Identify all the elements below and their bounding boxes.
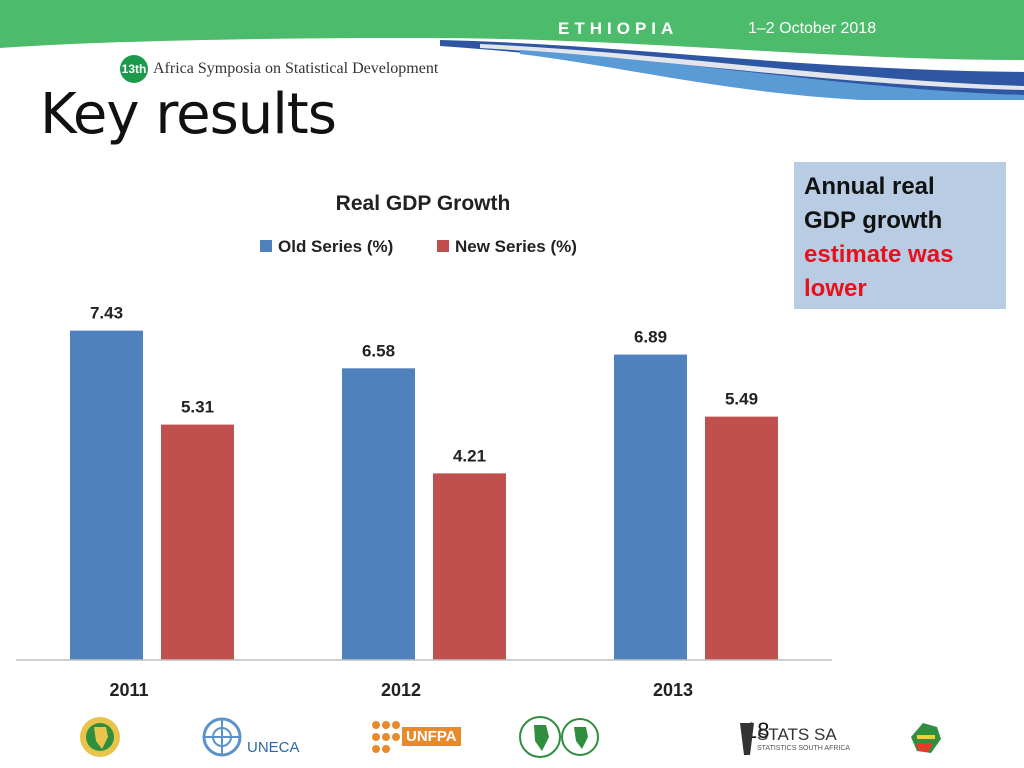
legend-label-old: Old Series (%) — [278, 237, 393, 256]
note-line-4: lower — [804, 275, 867, 302]
statssa-sub-label: STATISTICS SOUTH AFRICA — [757, 745, 851, 752]
bar-new-2013 — [705, 416, 778, 660]
x-labels-group: 2011 2012 2013 — [109, 680, 693, 700]
slide-title: Key results — [40, 82, 337, 147]
note-line-1: Annual real — [804, 173, 935, 200]
event-name: Africa Symposia on Statistical Developme… — [153, 60, 439, 77]
note-box: Annual real GDP growth estimate was lowe… — [794, 162, 1006, 309]
value-label-old-2012: 6.58 — [362, 341, 395, 360]
un-emblem-logo — [202, 717, 242, 757]
banner-country: ETHIOPIA — [558, 19, 679, 38]
bar-new-2012 — [433, 473, 506, 660]
bars-group: 7.43 5.31 6.58 4.21 6.89 5.49 — [70, 304, 778, 660]
african-union-logo — [80, 717, 120, 757]
gdp-chart: Real GDP Growth Old Series (%) New Serie… — [16, 192, 832, 700]
value-label-new-2011: 5.31 — [181, 398, 214, 417]
bar-new-2011 — [161, 424, 234, 660]
footer-logos: UNECA UNFPA STATS SA STATISTICS SOUTH AF… — [0, 705, 1024, 768]
bar-old-2011 — [70, 330, 143, 660]
note-line-2: GDP growth — [804, 207, 943, 234]
x-tick-label-2012: 2012 — [381, 680, 421, 700]
unfpa-label: UNFPA — [402, 727, 461, 746]
bar-old-2013 — [614, 354, 687, 660]
value-label-new-2013: 5.49 — [725, 390, 758, 409]
banner-dates: 1–2 October 2018 — [748, 20, 877, 37]
header-banner: ETHIOPIA 1–2 October 2018 13th Africa Sy… — [0, 0, 1024, 100]
legend-swatch-new — [437, 240, 449, 252]
x-tick-label-2013: 2013 — [653, 680, 693, 700]
value-label-new-2012: 4.21 — [453, 446, 486, 465]
note-line-3: estimate was — [804, 241, 954, 268]
afdb-logo — [519, 716, 561, 758]
ethiopia-map-logo — [911, 723, 941, 753]
statssa-emblem — [740, 723, 754, 755]
chart-title: Real GDP Growth — [336, 192, 511, 215]
undp-dots-logo — [372, 721, 400, 753]
event-badge: 13th — [120, 55, 148, 83]
uneca-label: UNECA — [247, 739, 300, 756]
value-label-old-2013: 6.89 — [634, 328, 667, 347]
x-tick-label-2011: 2011 — [109, 680, 148, 700]
value-label-old-2011: 7.43 — [90, 304, 123, 323]
banner-graphic — [0, 0, 1024, 100]
legend-swatch-old — [260, 240, 272, 252]
legend-label-new: New Series (%) — [455, 237, 577, 256]
ecowas-logo — [561, 718, 599, 756]
bar-old-2012 — [342, 368, 415, 660]
statssa-label: STATS SA — [757, 725, 837, 744]
